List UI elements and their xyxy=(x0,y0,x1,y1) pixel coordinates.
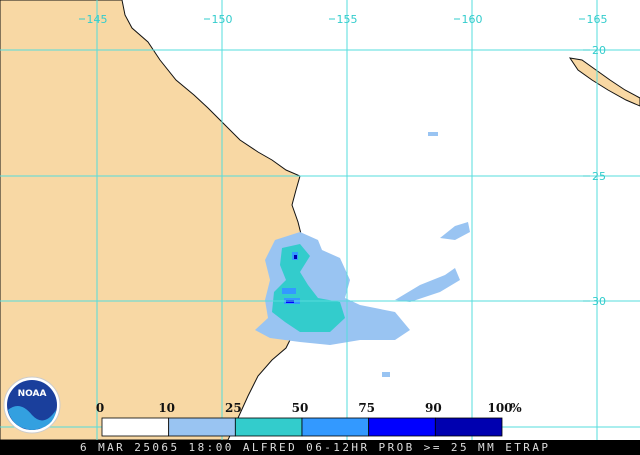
legend-label: 25 xyxy=(225,401,242,415)
legend-swatch xyxy=(101,417,170,437)
lat-label: 20 xyxy=(592,44,606,57)
caption-bar xyxy=(0,440,640,455)
legend-label: 10 xyxy=(158,401,175,415)
lon-label: 150 xyxy=(212,13,233,26)
noaa-logo: NOAA xyxy=(3,376,61,434)
legend-label: 0 xyxy=(96,401,104,415)
legend-swatch xyxy=(168,417,236,437)
lat-label: 30 xyxy=(592,295,606,308)
legend-label: 50 xyxy=(292,401,309,415)
legend-swatch xyxy=(434,417,503,437)
legend-swatch xyxy=(301,417,370,437)
legend-label: 90 xyxy=(425,401,442,415)
logo-text: NOAA xyxy=(18,389,47,399)
new-caledonia xyxy=(568,57,640,107)
legend-swatch xyxy=(234,417,303,437)
legend-label: 100 xyxy=(487,401,512,415)
lon-label: 160 xyxy=(462,13,483,26)
land xyxy=(0,0,306,441)
lon-label: 155 xyxy=(337,13,358,26)
legend-unit: % xyxy=(510,401,522,415)
lon-label: 165 xyxy=(587,13,608,26)
legend-swatch xyxy=(368,417,436,437)
legend-label: 75 xyxy=(358,401,375,415)
lon-label: 145 xyxy=(87,13,108,26)
lat-label: 25 xyxy=(592,170,606,183)
